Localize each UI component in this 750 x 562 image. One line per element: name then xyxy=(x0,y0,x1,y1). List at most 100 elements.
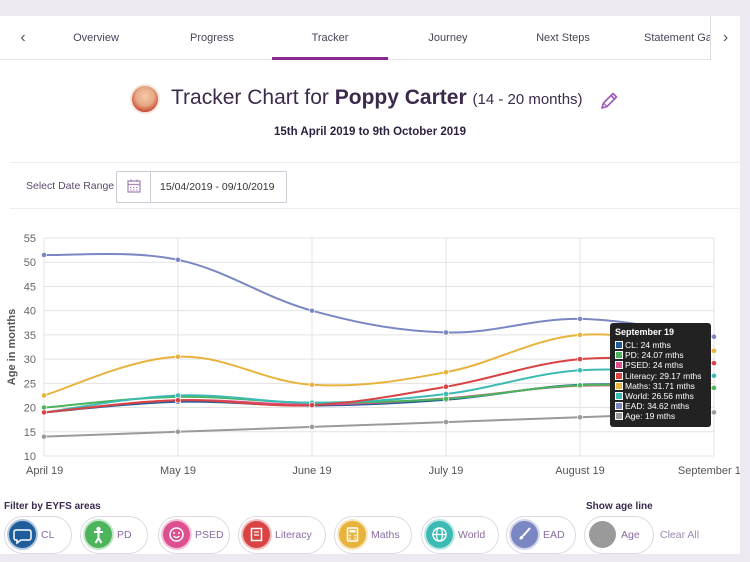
filter-chip-maths[interactable]: Maths xyxy=(334,516,412,554)
x-tick-label: June 19 xyxy=(292,465,331,477)
data-point-world xyxy=(175,392,181,399)
data-point-maths xyxy=(175,353,181,360)
y-tick-label: 15 xyxy=(24,427,36,439)
filter-title: Filter by EYFS areas xyxy=(4,501,101,512)
tooltip-swatch xyxy=(615,381,623,390)
data-point-ead xyxy=(577,316,583,322)
series-line-literacy xyxy=(43,356,715,414)
data-point-literacy xyxy=(41,409,47,416)
tooltip-swatch xyxy=(615,341,623,349)
tooltip-row: PSED: 24 mths xyxy=(615,360,706,370)
filter-chip-label: World xyxy=(458,529,486,541)
book-icon xyxy=(243,521,270,548)
data-point-world xyxy=(711,372,717,379)
tooltip-text: PD: 24.07 mths xyxy=(625,350,684,361)
tooltip-text: World: 26.56 mths xyxy=(625,390,694,401)
data-point-maths xyxy=(711,347,717,354)
child-name: Poppy Carter xyxy=(334,86,467,109)
tab-journey[interactable]: Journey xyxy=(400,16,496,60)
y-tick-label: 45 xyxy=(24,281,36,293)
tooltip-text: CL: 24 mths xyxy=(625,340,671,350)
active-tab-indicator xyxy=(272,57,388,60)
tooltip-row: World: 26.56 mths xyxy=(615,391,706,401)
data-point-world xyxy=(577,367,583,374)
series-line-pd xyxy=(43,383,715,409)
data-point-pd xyxy=(41,404,47,411)
tab-statement-gap[interactable]: Statement Gap xyxy=(630,16,730,60)
y-tick-label: 40 xyxy=(24,306,36,318)
tab-overview[interactable]: Overview xyxy=(48,16,144,60)
data-point-maths xyxy=(443,369,449,376)
data-point-pd xyxy=(711,384,717,391)
filter-chip-ead[interactable]: EAD xyxy=(506,516,576,554)
divider xyxy=(10,162,740,163)
tooltip-swatch xyxy=(615,391,623,400)
tab-label: Overview xyxy=(73,32,119,44)
age-line-title: Show age line xyxy=(586,501,653,512)
tab-tracker[interactable]: Tracker xyxy=(272,16,388,60)
tooltip-row: Maths: 31.71 mths xyxy=(615,381,706,391)
x-tick-label: July 19 xyxy=(429,465,464,477)
data-point-age xyxy=(577,414,583,421)
calculator-icon xyxy=(339,521,366,548)
x-tick-label: September 19 xyxy=(678,465,740,477)
tracker-line-chart: 10 15 20 25 30 35 40 45 50 55 April 19 May 19 June 1… xyxy=(6,233,740,477)
filter-chip-cl[interactable]: CL xyxy=(4,516,72,554)
tooltip-swatch xyxy=(615,412,623,421)
tab-label: Journey xyxy=(428,32,468,44)
clear-all-button[interactable]: Clear All xyxy=(660,529,700,541)
pencil-icon[interactable] xyxy=(598,90,620,112)
speech-bubble-icon xyxy=(9,521,36,548)
tooltip-swatch xyxy=(615,402,623,411)
calendar-icon[interactable] xyxy=(117,172,151,202)
data-point-literacy xyxy=(577,356,583,363)
tab-bar: ‹ Overview Progress Tracker Journey Next… xyxy=(0,16,740,60)
data-point-literacy xyxy=(309,402,315,409)
data-point-ead xyxy=(309,307,315,314)
x-tick-label: April 19 xyxy=(26,465,63,477)
data-point-age xyxy=(309,424,315,430)
filter-chip-pd[interactable]: PD xyxy=(80,516,148,554)
tab-progress[interactable]: Progress xyxy=(164,16,260,60)
x-tick-label: May 19 xyxy=(160,465,196,477)
page-header: Tracker Chart for Poppy Carter (14 - 20 … xyxy=(0,82,740,122)
chevron-right-icon[interactable]: › xyxy=(710,16,740,60)
data-point-literacy xyxy=(711,360,717,367)
tooltip-text: EAD: 34.62 mths xyxy=(625,401,690,412)
filter-chip-world[interactable]: World xyxy=(421,516,499,554)
filter-chip-label: EAD xyxy=(543,529,565,541)
person-icon xyxy=(85,521,112,548)
series-line-ead xyxy=(43,252,715,338)
chevron-left-icon[interactable]: ‹ xyxy=(20,29,26,46)
tooltip-row: Age: 19 mths xyxy=(615,411,706,421)
tab-label: Progress xyxy=(189,32,235,44)
tooltip-text: PSED: 24 mths xyxy=(625,360,684,371)
filter-chip-psed[interactable]: PSED xyxy=(158,516,230,554)
tooltip-text: Age: 19 mths xyxy=(625,411,676,422)
data-point-maths xyxy=(41,392,47,399)
filter-chip-label: PSED xyxy=(195,529,224,541)
tooltip-row: Literacy: 29.17 mths xyxy=(615,371,706,381)
data-point-age xyxy=(443,419,449,425)
filter-chip-label: Literacy xyxy=(275,529,312,541)
y-tick-label: 25 xyxy=(24,378,36,390)
divider xyxy=(10,208,740,209)
date-range-picker[interactable]: 15/04/2019 - 09/10/2019 xyxy=(116,171,287,203)
tooltip-swatch xyxy=(615,371,623,380)
data-point-maths xyxy=(577,331,583,338)
date-range-value: 15/04/2019 - 09/10/2019 xyxy=(160,181,275,193)
data-point-age xyxy=(711,409,717,416)
filter-chip-age[interactable]: Age xyxy=(584,516,654,554)
y-tick-label: 10 xyxy=(24,451,36,463)
data-point-maths xyxy=(309,381,315,388)
filter-chip-literacy[interactable]: Literacy xyxy=(238,516,326,554)
data-point-ead xyxy=(41,252,47,258)
tooltip-row: CL: 24 mths xyxy=(615,340,706,350)
filter-chip-label: Age xyxy=(621,529,640,541)
tab-next-steps[interactable]: Next Steps xyxy=(515,16,611,60)
series-line-age xyxy=(43,411,715,438)
y-tick-label: 55 xyxy=(24,233,36,245)
tab-label: Statement Gap xyxy=(644,32,718,44)
data-point-age xyxy=(41,433,47,440)
tooltip-swatch xyxy=(615,351,623,360)
